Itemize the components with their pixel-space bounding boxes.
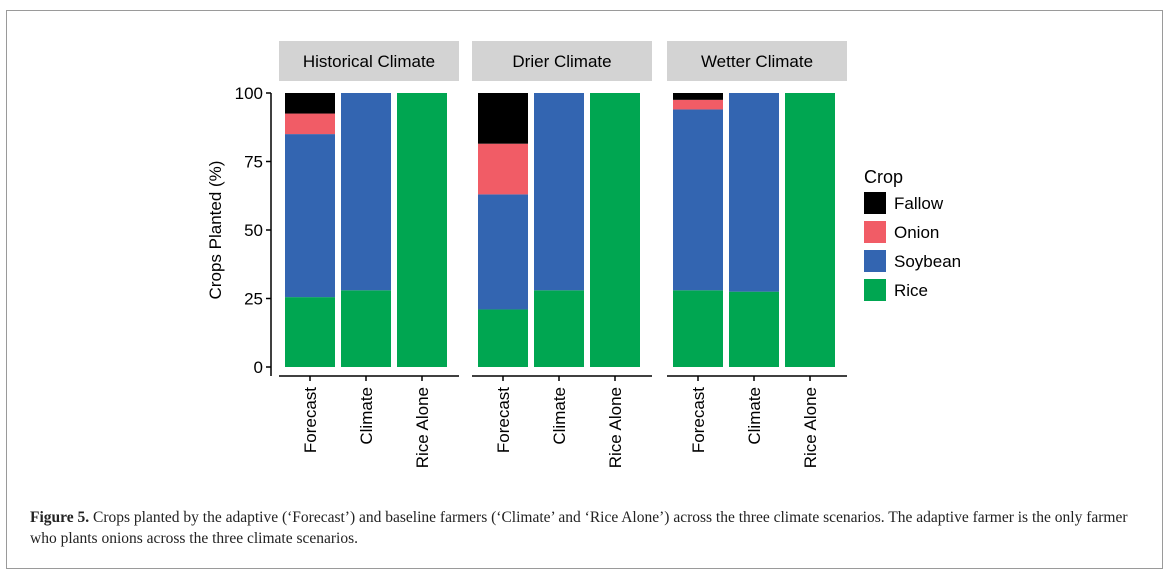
figure-caption: Figure 5. Crops planted by the adaptive … xyxy=(30,507,1150,549)
bar-segment-soybean xyxy=(285,134,335,298)
x-tick-label: Rice Alone xyxy=(801,387,820,468)
bar-segment-rice xyxy=(673,290,723,367)
y-tick-label: 0 xyxy=(254,358,263,377)
bar-segment-soybean xyxy=(341,93,391,291)
bar-segment-fallow xyxy=(285,93,335,114)
legend-label: Onion xyxy=(894,223,939,242)
bar-segment-soybean xyxy=(729,93,779,292)
legend-swatch-rice xyxy=(864,279,886,301)
bar-segment-rice xyxy=(729,291,779,367)
stacked-bar-chart: Historical Climate Drier Climate Wetter Cl… xyxy=(206,41,961,468)
x-tick-label: Climate xyxy=(745,387,764,445)
caption-label: Figure 5. xyxy=(30,509,90,526)
bar-segment-soybean xyxy=(673,109,723,291)
y-axis-label: Crops Planted (%) xyxy=(206,161,225,300)
figure-frame: Historical Climate Drier Climate Wetter Cl… xyxy=(6,10,1163,569)
facet-label: Historical Climate xyxy=(303,52,435,71)
bar-segment-rice xyxy=(397,93,447,367)
legend-swatch-onion xyxy=(864,221,886,243)
bar-segment-fallow xyxy=(673,93,723,100)
facet-label: Wetter Climate xyxy=(701,52,813,71)
x-tick-label: Climate xyxy=(550,387,569,445)
legend-swatch-fallow xyxy=(864,192,886,214)
x-tick-label: Forecast xyxy=(689,387,708,453)
x-tick-label: Forecast xyxy=(301,387,320,453)
facet-strip xyxy=(667,41,847,81)
bar-segment-rice xyxy=(534,290,584,367)
bar-segment-soybean xyxy=(534,93,584,291)
bar-segment-onion xyxy=(478,143,528,195)
y-tick-label: 75 xyxy=(244,153,263,172)
x-tick-label: Rice Alone xyxy=(606,387,625,468)
legend-label: Soybean xyxy=(894,252,961,271)
bar-segment-soybean xyxy=(478,194,528,310)
facet-strip xyxy=(472,41,652,81)
legend-label: Fallow xyxy=(894,194,944,213)
y-tick-label: 50 xyxy=(244,221,263,240)
bar-segment-rice xyxy=(478,309,528,367)
x-tick-label: Climate xyxy=(357,387,376,445)
bar-segment-onion xyxy=(673,99,723,110)
facet-strip xyxy=(279,41,459,81)
legend-label: Rice xyxy=(894,281,928,300)
y-tick-label: 100 xyxy=(235,84,263,103)
bar-segment-rice xyxy=(590,93,640,367)
bar-segment-rice xyxy=(785,93,835,367)
bar-segment-rice xyxy=(285,297,335,367)
x-tick-label: Forecast xyxy=(494,387,513,453)
legend-swatch-soybean xyxy=(864,250,886,272)
caption-text: Crops planted by the adaptive (‘Forecast… xyxy=(30,509,1128,547)
facet-label: Drier Climate xyxy=(512,52,611,71)
y-tick-label: 25 xyxy=(244,290,263,309)
bar-segment-fallow xyxy=(478,93,528,144)
bar-segment-onion xyxy=(285,113,335,135)
legend-title: Crop xyxy=(864,167,903,187)
x-tick-label: Rice Alone xyxy=(413,387,432,468)
bar-segment-rice xyxy=(341,290,391,367)
